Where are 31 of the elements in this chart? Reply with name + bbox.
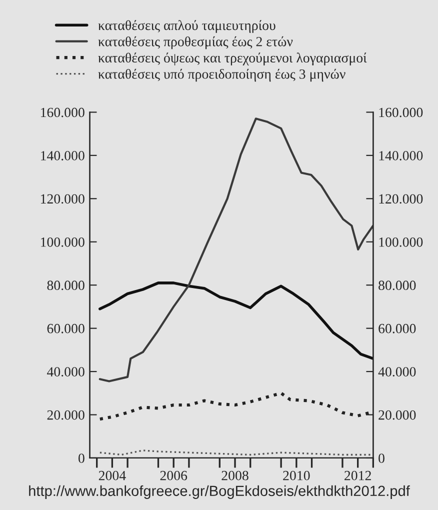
x-tick-label: 2012	[344, 470, 371, 480]
line-series	[98, 118, 374, 382]
x-tick-label: 2004	[98, 470, 126, 480]
text: http://www.bankofgreece.gr/BogEkdoseis/ekthdkth2012.pdf	[29, 485, 410, 499]
y-tick-label: 100.000	[41, 237, 84, 247]
y-tick-label: 40.000	[47, 367, 84, 377]
y2-tick-label: 140.000	[379, 151, 423, 160]
y-tick-label: 60.000	[47, 324, 84, 334]
y2-tick-label: 80.000	[378, 280, 416, 290]
y-tick-label: 80.000	[47, 280, 84, 290]
line-series	[98, 282, 374, 360]
x-tick-label: 2006	[160, 470, 188, 480]
x-tick-label: 2010	[283, 470, 310, 480]
legend-label: καταθέσεις όψεως και τρεχούμενοι λογαριασμοί	[98, 52, 367, 66]
y2-tick-label: 40.000	[378, 367, 416, 377]
y2-tick-label: 20.000	[378, 410, 416, 420]
y-tick-label: 0	[78, 454, 84, 463]
y-tick-label: 160.000	[41, 108, 84, 118]
y-tick-label: 140.000	[41, 151, 84, 160]
legend-label: καταθέσεις προθεσμίας έως 2 ετών	[98, 36, 293, 50]
legend-label: καταθέσεις υπό προειδοποίηση έως 3 μηνών	[98, 68, 346, 82]
y2-tick-label: 120.000	[379, 194, 423, 204]
y-tick-label: 120.000	[41, 194, 84, 204]
y2-tick-label: 0	[378, 454, 384, 463]
x-tick-label: 2008	[222, 470, 248, 480]
y2-tick-label: 160.000	[379, 108, 423, 118]
y2-tick-label: 100.000	[379, 237, 423, 247]
legend-label: καταθέσεις απλού ταμιευτηρίου	[98, 20, 276, 33]
y-tick-label: 20.000	[47, 410, 84, 420]
line-series	[98, 392, 372, 421]
y2-tick-label: 60.000	[378, 324, 416, 334]
